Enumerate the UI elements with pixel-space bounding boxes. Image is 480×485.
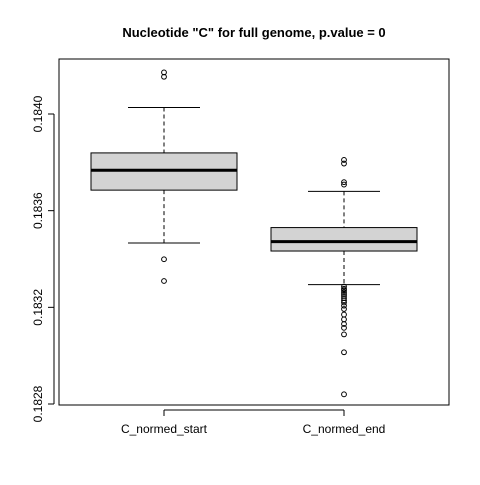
- y-tick-label: 0.1840: [31, 95, 45, 132]
- outlier-point: [341, 302, 347, 309]
- x-axis: C_normed_start C_normed_end: [121, 409, 386, 436]
- y-tick-label: 0.1836: [31, 192, 45, 229]
- x-tick-label: C_normed_end: [303, 422, 386, 436]
- box-series: [90, 69, 418, 398]
- outlier-point: [341, 331, 347, 338]
- outlier-point: [341, 179, 347, 186]
- box-c-normed-end: [270, 157, 418, 398]
- iqr-box: [270, 227, 418, 252]
- outlier-point: [161, 278, 167, 284]
- y-tick-label: 0.1832: [31, 289, 45, 326]
- outlier-point: [341, 299, 347, 306]
- box-c-normed-start: [90, 69, 238, 284]
- x-tick-label: C_normed_start: [121, 422, 208, 436]
- outlier-point: [341, 321, 347, 327]
- chart-title: Nucleotide "C" for full genome, p.value …: [122, 25, 385, 40]
- y-axis: 0.1828 0.1832 0.1836 0.1840: [31, 95, 55, 422]
- outlier-point: [341, 349, 347, 356]
- outlier-point: [341, 306, 347, 312]
- outlier-point: [341, 289, 347, 296]
- outlier-point: [341, 311, 347, 318]
- outlier-point: [341, 157, 347, 163]
- outlier-point: [341, 316, 347, 323]
- outlier-point: [341, 391, 347, 398]
- outlier-point: [341, 291, 347, 297]
- outlier-point: [341, 181, 347, 188]
- outlier-point: [341, 283, 347, 290]
- outlier-point: [341, 297, 347, 304]
- outlier-point: [161, 73, 167, 80]
- outlier-point: [341, 324, 347, 331]
- y-tick-label: 0.1828: [31, 385, 45, 422]
- plot-frame: [58, 58, 450, 406]
- outlier-point: [161, 256, 167, 263]
- outlier-point: [341, 287, 347, 294]
- outlier-point: [341, 160, 347, 167]
